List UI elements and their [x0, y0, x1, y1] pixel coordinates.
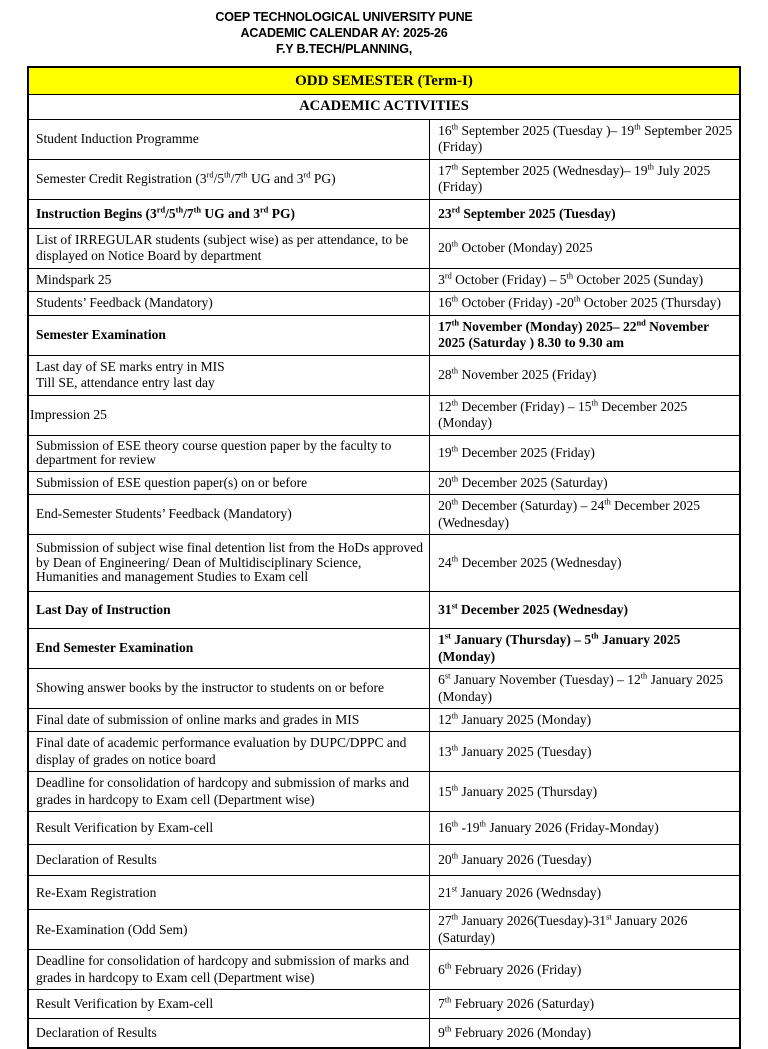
program-title: F.Y B.TECH/PLANNING,: [275, 42, 413, 56]
date-cell: 9th February 2026 (Monday): [429, 1018, 741, 1049]
activity-cell: Submission of ESE theory course question…: [27, 434, 431, 472]
activity-cell: Result Verification by Exam-cell: [27, 811, 431, 846]
date-cell: 16th October (Friday) -20th October 2025…: [429, 291, 741, 316]
date-cell: 17th November (Monday) 2025– 22nd Novemb…: [429, 314, 741, 356]
activity-cell: Impression 25: [27, 394, 431, 436]
date-cell: 31st December 2025 (Wednesday): [429, 591, 741, 630]
table-row: Last day of SE marks entry in MIS Till SE…: [27, 354, 741, 396]
date-cell: 12th December (Friday) – 15th December 2…: [429, 394, 741, 436]
calendar-title: ACADEMIC CALENDAR AY: 2025-26: [240, 26, 448, 40]
table-row: Semester Credit Registration (3rd/5th/7t…: [27, 158, 741, 200]
table-row: Instruction Begins (3rd/5th/7th UG and 3…: [27, 198, 741, 229]
activity-cell: Final date of submission of online marks…: [27, 707, 431, 733]
date-cell: 21st January 2026 (Wednsday): [429, 875, 741, 911]
activity-cell: Last Day of Instruction: [27, 591, 431, 630]
date-cell: 20th December 2025 (Saturday): [429, 470, 741, 496]
table-row: Declaration of Results 20th January 2026 …: [27, 844, 741, 877]
date-cell: 3rd October (Friday) – 5th October 2025 …: [429, 267, 741, 293]
date-cell: 27th January 2026(Tuesday)-31st January …: [429, 909, 741, 951]
date-cell: 19th December 2025 (Friday): [429, 434, 741, 472]
table-row: Declaration of Results 9th February 2026 …: [27, 1018, 741, 1049]
activity-cell: Re-Examination (Odd Sem): [27, 909, 431, 951]
activity-cell: Semester Examination: [27, 314, 431, 356]
activity-cell: List of IRREGULAR students (subject wise…: [27, 227, 431, 269]
date-cell: 20th December (Saturday) – 24th December…: [429, 494, 741, 536]
activity-cell: Student Induction Programme: [27, 118, 431, 160]
table-row: Re-Exam Registration 21st January 2026 (W…: [27, 875, 741, 911]
date-cell: 7th February 2026 (Saturday): [429, 989, 741, 1020]
date-cell: 16th -19th January 2026 (Friday-Monday): [429, 811, 741, 846]
date-cell: 16th September 2025 (Tuesday )– 19th Sep…: [429, 118, 741, 160]
table-row: End-Semester Students’ Feedback (Mandato…: [27, 494, 741, 536]
table-row: Re-Examination (Odd Sem) 27th January 202…: [27, 909, 741, 951]
date-cell: 24th December 2025 (Wednesday): [429, 534, 741, 593]
activity-cell: Showing answer books by the instructor t…: [27, 668, 431, 709]
academic-calendar-table: ODD SEMESTER (Term-I) ACADEMIC ACTIVITIE…: [27, 66, 741, 1049]
table-row: List of IRREGULAR students (subject wise…: [27, 227, 741, 269]
table-row: Final date of submission of online marks…: [27, 707, 741, 733]
date-cell: 17th September 2025 (Wednesday)– 19th Ju…: [429, 158, 741, 200]
date-cell: 13th January 2025 (Tuesday): [429, 731, 741, 773]
activity-cell: Deadline for consolidation of hardcopy a…: [27, 949, 431, 991]
activity-cell: Declaration of Results: [27, 844, 431, 877]
activity-cell: Deadline for consolidation of hardcopy a…: [27, 771, 431, 813]
table-row: Submission of ESE theory course question…: [27, 434, 741, 472]
table-row: Submission of ESE question paper(s) on o…: [27, 470, 741, 496]
calendar-table-body: Student Induction Programme 16th Septembe…: [27, 118, 741, 1049]
date-cell: 6th February 2026 (Friday): [429, 949, 741, 991]
date-cell: 15th January 2025 (Thursday): [429, 771, 741, 813]
table-row: Semester Examination 17th November (Monda…: [27, 314, 741, 356]
activity-cell: Students’ Feedback (Mandatory): [27, 291, 431, 316]
table-row: Impression 25 12th December (Friday) – 15…: [27, 394, 741, 436]
activity-cell: Submission of ESE question paper(s) on o…: [27, 470, 431, 496]
table-row: Showing answer books by the instructor t…: [27, 668, 741, 709]
table-row: Deadline for consolidation of hardcopy a…: [27, 949, 741, 991]
university-title: COEP TECHNOLOGICAL UNIVERSITY PUNE: [215, 10, 473, 24]
document-header: COEP TECHNOLOGICAL UNIVERSITY PUNE ACADE…: [27, 0, 661, 57]
semester-banner-row: ODD SEMESTER (Term-I): [27, 66, 741, 96]
table-row: Last Day of Instruction 31st December 202…: [27, 591, 741, 630]
date-cell: 23rd September 2025 (Tuesday): [429, 198, 741, 229]
semester-banner: ODD SEMESTER (Term-I): [27, 66, 741, 96]
activity-cell: Mindspark 25: [27, 267, 431, 293]
table-row: Submission of subject wise final detenti…: [27, 534, 741, 593]
activity-cell: Final date of academic performance evalu…: [27, 731, 431, 773]
date-cell: 28th November 2025 (Friday): [429, 354, 741, 396]
activity-cell: Instruction Begins (3rd/5th/7th UG and 3…: [27, 198, 431, 229]
table-row: End Semester Examination 1st January (Thu…: [27, 628, 741, 670]
activity-cell: Semester Credit Registration (3rd/5th/7t…: [27, 158, 431, 200]
table-row: Result Verification by Exam-cell 16th -19…: [27, 811, 741, 846]
activity-cell: Result Verification by Exam-cell: [27, 989, 431, 1020]
table-row: Mindspark 25 3rd October (Friday) – 5th O…: [27, 267, 741, 293]
date-cell: 6st January November (Tuesday) – 12th Ja…: [429, 668, 741, 709]
table-row: Result Verification by Exam-cell 7th Febr…: [27, 989, 741, 1020]
table-row: Deadline for consolidation of hardcopy a…: [27, 771, 741, 813]
table-row: Final date of academic performance evalu…: [27, 731, 741, 773]
date-cell: 20th January 2026 (Tuesday): [429, 844, 741, 877]
activity-cell: End Semester Examination: [27, 628, 431, 670]
activity-cell: Last day of SE marks entry in MIS Till SE…: [27, 354, 431, 396]
date-cell: 12th January 2025 (Monday): [429, 707, 741, 733]
document-page: COEP TECHNOLOGICAL UNIVERSITY PUNE ACADE…: [27, 0, 741, 1049]
activity-cell: Submission of subject wise final detenti…: [27, 534, 431, 593]
table-row: Student Induction Programme 16th Septembe…: [27, 118, 741, 160]
section-header-row: ACADEMIC ACTIVITIES: [27, 94, 741, 120]
table-row: Students’ Feedback (Mandatory) 16th Octob…: [27, 291, 741, 316]
activity-cell: Re-Exam Registration: [27, 875, 431, 911]
activity-cell: End-Semester Students’ Feedback (Mandato…: [27, 494, 431, 536]
date-cell: 1st January (Thursday) – 5th January 202…: [429, 628, 741, 670]
section-header: ACADEMIC ACTIVITIES: [27, 94, 741, 120]
activity-cell: Declaration of Results: [27, 1018, 431, 1049]
date-cell: 20th October (Monday) 2025: [429, 227, 741, 269]
